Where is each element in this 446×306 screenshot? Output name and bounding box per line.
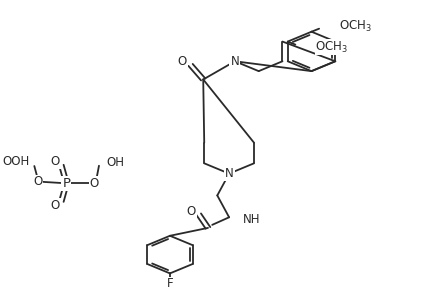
Text: P: P <box>62 177 70 190</box>
Text: O: O <box>51 199 60 212</box>
Text: OCH$_3$: OCH$_3$ <box>315 39 348 54</box>
Text: OH: OH <box>107 155 124 169</box>
Text: NH: NH <box>243 213 260 226</box>
Text: O: O <box>51 155 60 168</box>
Text: O: O <box>89 177 99 190</box>
Text: O: O <box>178 55 187 68</box>
Text: N: N <box>231 55 240 68</box>
Text: OOH: OOH <box>3 155 30 168</box>
Text: O: O <box>33 175 42 188</box>
Text: F: F <box>167 278 173 290</box>
Text: N: N <box>225 167 234 180</box>
Text: OCH$_3$: OCH$_3$ <box>339 19 372 34</box>
Text: O: O <box>186 205 196 218</box>
